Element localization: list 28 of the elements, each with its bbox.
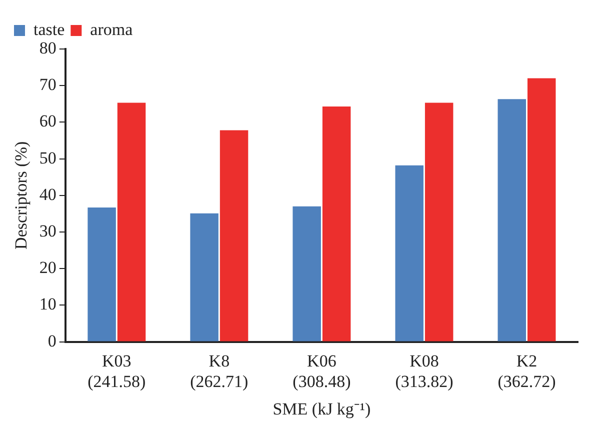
- y-tick-label: 10: [39, 294, 56, 314]
- y-tick-label: 40: [39, 184, 56, 204]
- bar: [527, 78, 556, 342]
- x-axis-title: SME (kJ kg⁻¹): [272, 399, 371, 418]
- y-tick-label: 50: [39, 148, 56, 168]
- bar: [117, 102, 146, 342]
- y-tick-label: 0: [48, 331, 56, 350]
- x-tick-label: K8 (262.71): [190, 351, 248, 391]
- bar: [322, 106, 351, 342]
- y-tick-label: 20: [39, 258, 56, 278]
- bar: [190, 213, 218, 342]
- x-tick-label: K03 (241.58): [88, 351, 146, 391]
- y-tick-label: 30: [39, 221, 56, 240]
- bar: [395, 165, 424, 342]
- bar: [220, 130, 248, 342]
- bar: [498, 99, 526, 342]
- bar: [88, 207, 116, 342]
- bar: [424, 102, 454, 342]
- x-tick-label: K06 (308.48): [292, 351, 351, 391]
- legend-label: taste: [34, 20, 65, 39]
- legend-label: aroma: [90, 20, 134, 39]
- y-axis-title: Descriptors (%): [12, 141, 31, 250]
- x-tick-label: K2 (362.72): [498, 351, 556, 391]
- y-tick-label: 80: [39, 38, 56, 58]
- y-tick-label: 70: [39, 75, 56, 94]
- x-tick-label: K08 (313.82): [395, 351, 454, 391]
- y-tick-label: 60: [39, 112, 56, 131]
- bar: [292, 206, 321, 342]
